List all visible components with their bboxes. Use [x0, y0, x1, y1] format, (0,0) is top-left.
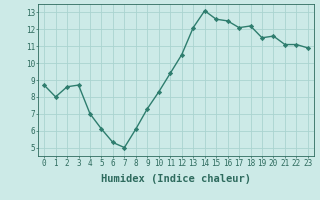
X-axis label: Humidex (Indice chaleur): Humidex (Indice chaleur): [101, 174, 251, 184]
